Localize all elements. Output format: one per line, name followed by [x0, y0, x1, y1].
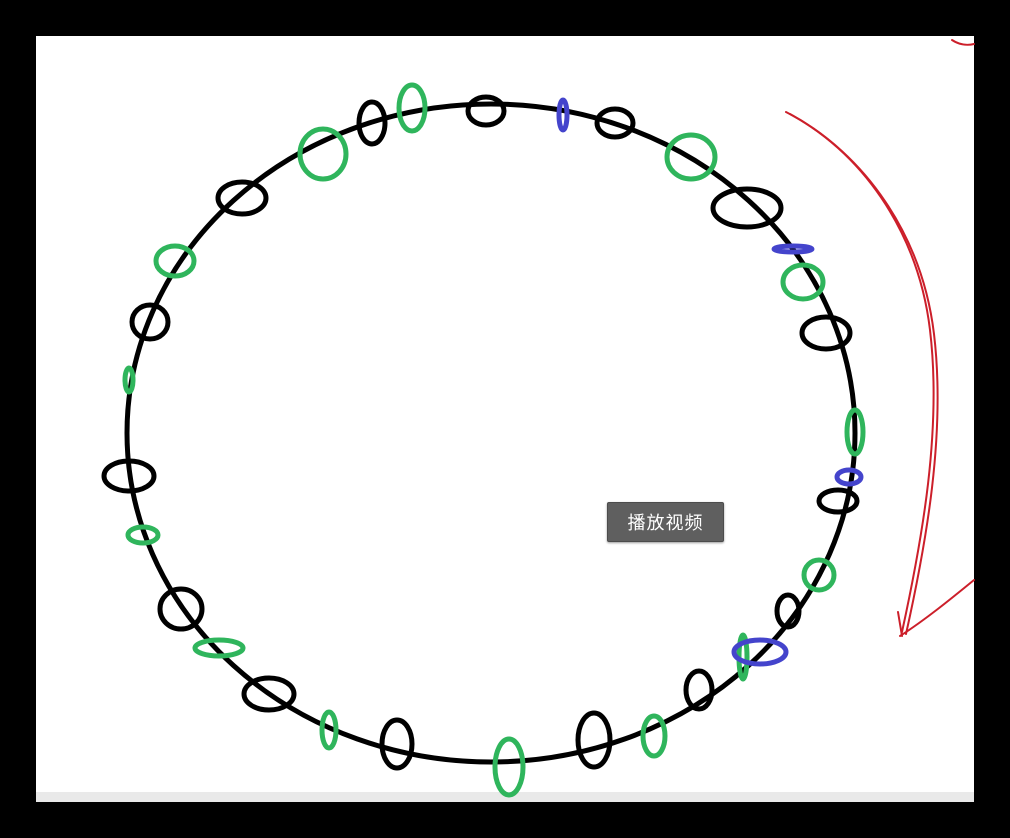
black-marker	[129, 302, 171, 342]
blue-marker	[556, 97, 570, 133]
blue-marker	[731, 637, 789, 667]
black-marker	[799, 314, 853, 352]
play-video-label: 播放视频	[627, 513, 704, 534]
green-marker	[492, 736, 526, 798]
red-curved-arrow-icon	[785, 39, 975, 637]
green-marker	[844, 407, 866, 457]
black-marker	[774, 592, 802, 630]
green-marker	[319, 709, 339, 751]
black-marker	[465, 94, 507, 128]
green-marker	[122, 365, 136, 395]
green-marker	[664, 132, 718, 182]
green-marker	[801, 557, 837, 593]
black-marker	[710, 186, 784, 230]
black-marker	[594, 106, 636, 140]
black-marker	[379, 717, 415, 771]
blue-markers	[556, 97, 864, 667]
blue-marker	[771, 243, 815, 255]
green-marker	[780, 262, 826, 302]
black-marker	[157, 586, 205, 632]
ring-circle	[124, 101, 858, 765]
blue-marker	[834, 467, 864, 487]
green-marker	[153, 243, 197, 279]
black-markers	[101, 94, 860, 771]
black-marker	[575, 710, 613, 770]
green-markers	[122, 82, 866, 798]
black-marker	[683, 668, 715, 712]
green-marker	[396, 82, 428, 134]
black-marker	[215, 179, 269, 217]
black-marker	[241, 675, 297, 713]
black-marker	[816, 487, 860, 515]
whiteboard-canvas	[36, 36, 974, 802]
whiteboard-bottom-edge	[36, 792, 974, 802]
green-marker	[192, 637, 246, 659]
green-marker	[125, 524, 161, 546]
green-marker	[297, 126, 349, 182]
black-marker	[356, 99, 388, 147]
black-marker	[101, 458, 157, 494]
green-marker	[640, 713, 668, 759]
play-video-tooltip[interactable]: 播放视频	[607, 502, 724, 542]
